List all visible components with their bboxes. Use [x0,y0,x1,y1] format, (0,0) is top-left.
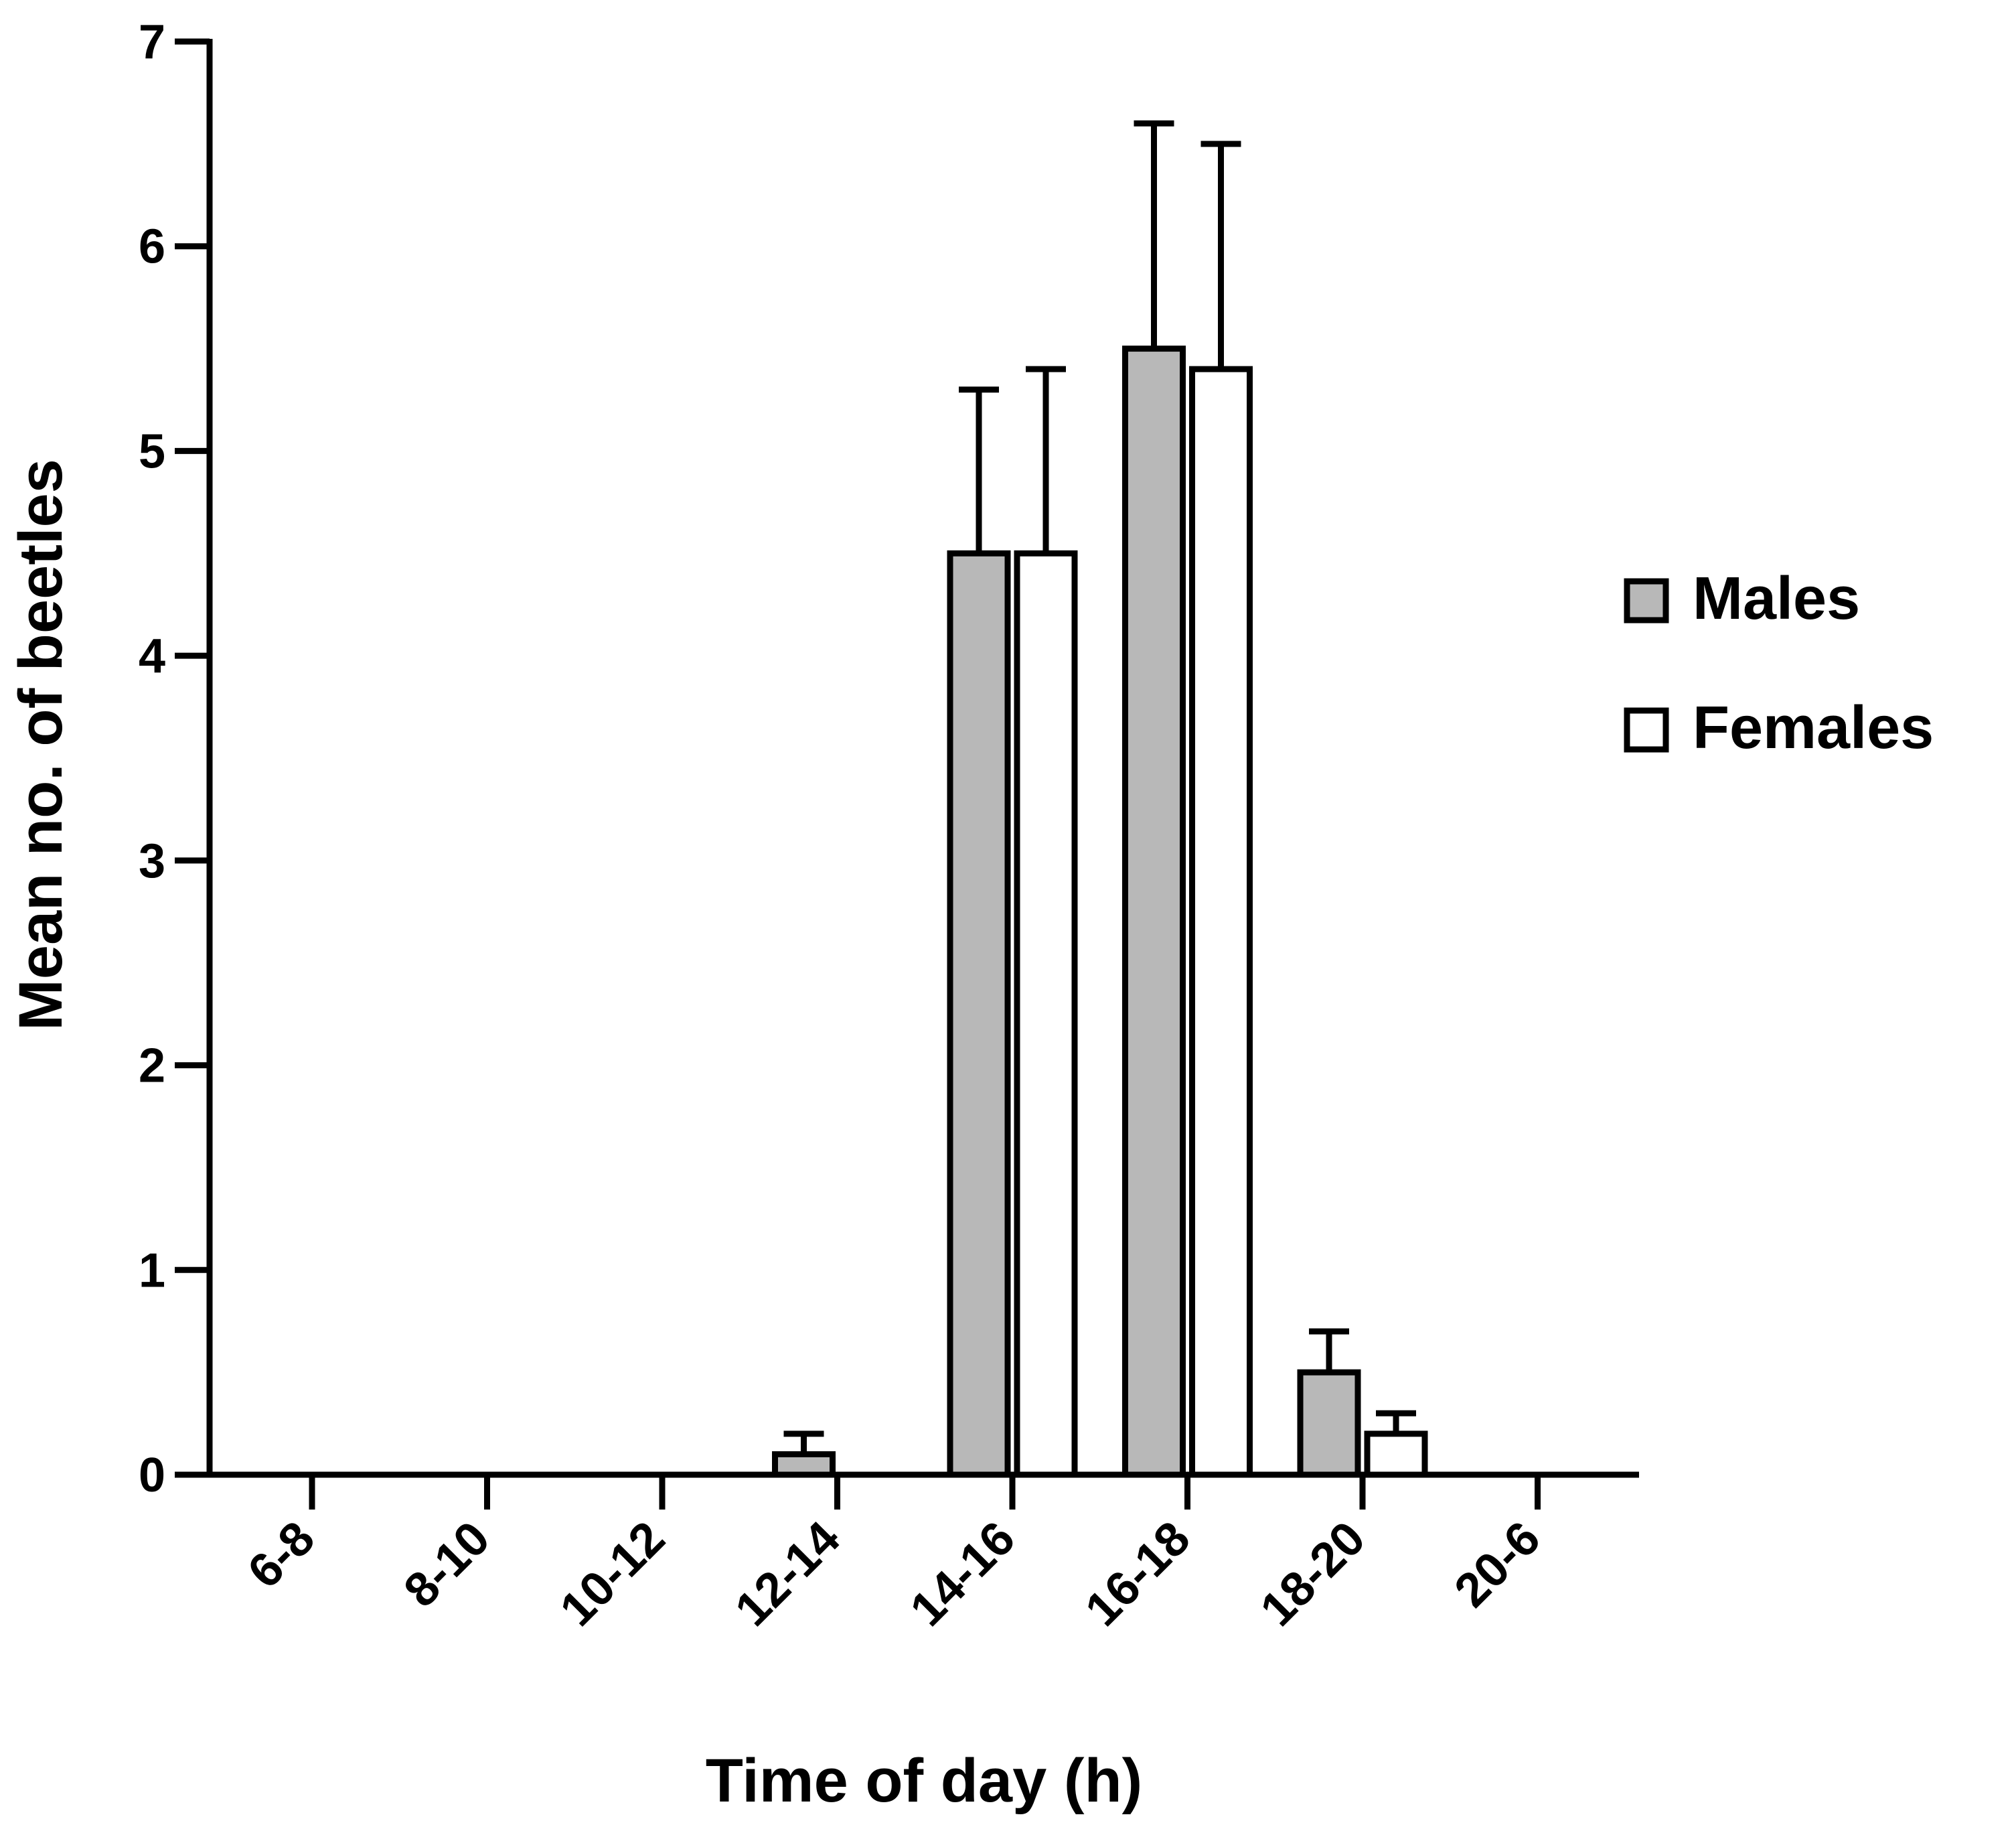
x-tick-label: 8-10 [394,1512,499,1617]
x-axis-title: Time of day (h) [706,1747,1143,1815]
x-tick-label: 16-18 [1075,1512,1200,1637]
legend: Males Females [1624,565,1934,761]
bar-males-16-18 [1122,346,1186,1478]
y-tick-label: 2 [139,1039,165,1093]
y-tick-label: 1 [139,1244,165,1297]
bar-males-14-16 [947,550,1011,1478]
y-tick-label: 3 [139,834,165,888]
x-tick-label: 12-14 [725,1512,850,1637]
axes-layer [175,38,1639,1510]
bar-males-12-14 [772,1451,836,1478]
x-tick-label: 20-6 [1444,1512,1550,1617]
y-tick-label: 6 [139,220,165,274]
x-tick-label: 14-16 [901,1512,1026,1637]
bar-males-18-20 [1297,1369,1361,1478]
y-tick-label: 4 [139,630,165,683]
y-tick-label: 0 [139,1449,165,1502]
bar-females-18-20 [1364,1431,1428,1478]
y-axis-title: Mean no. of beetles [7,459,75,1031]
y-tick-label: 5 [139,425,165,478]
y-tick-label: 7 [139,15,165,69]
legend-label-males: Males [1693,565,1860,632]
bars-layer [772,120,1428,1478]
bar-females-14-16 [1014,550,1078,1478]
x-tick-label: 18-20 [1251,1512,1376,1637]
legend-swatch-males [1624,578,1669,624]
bar-females-16-18 [1189,366,1253,1478]
legend-label-females: Females [1693,694,1934,761]
legend-swatch-females [1624,707,1669,753]
x-tick-label: 6-8 [238,1512,325,1599]
x-tick-label: 10-12 [550,1512,676,1637]
